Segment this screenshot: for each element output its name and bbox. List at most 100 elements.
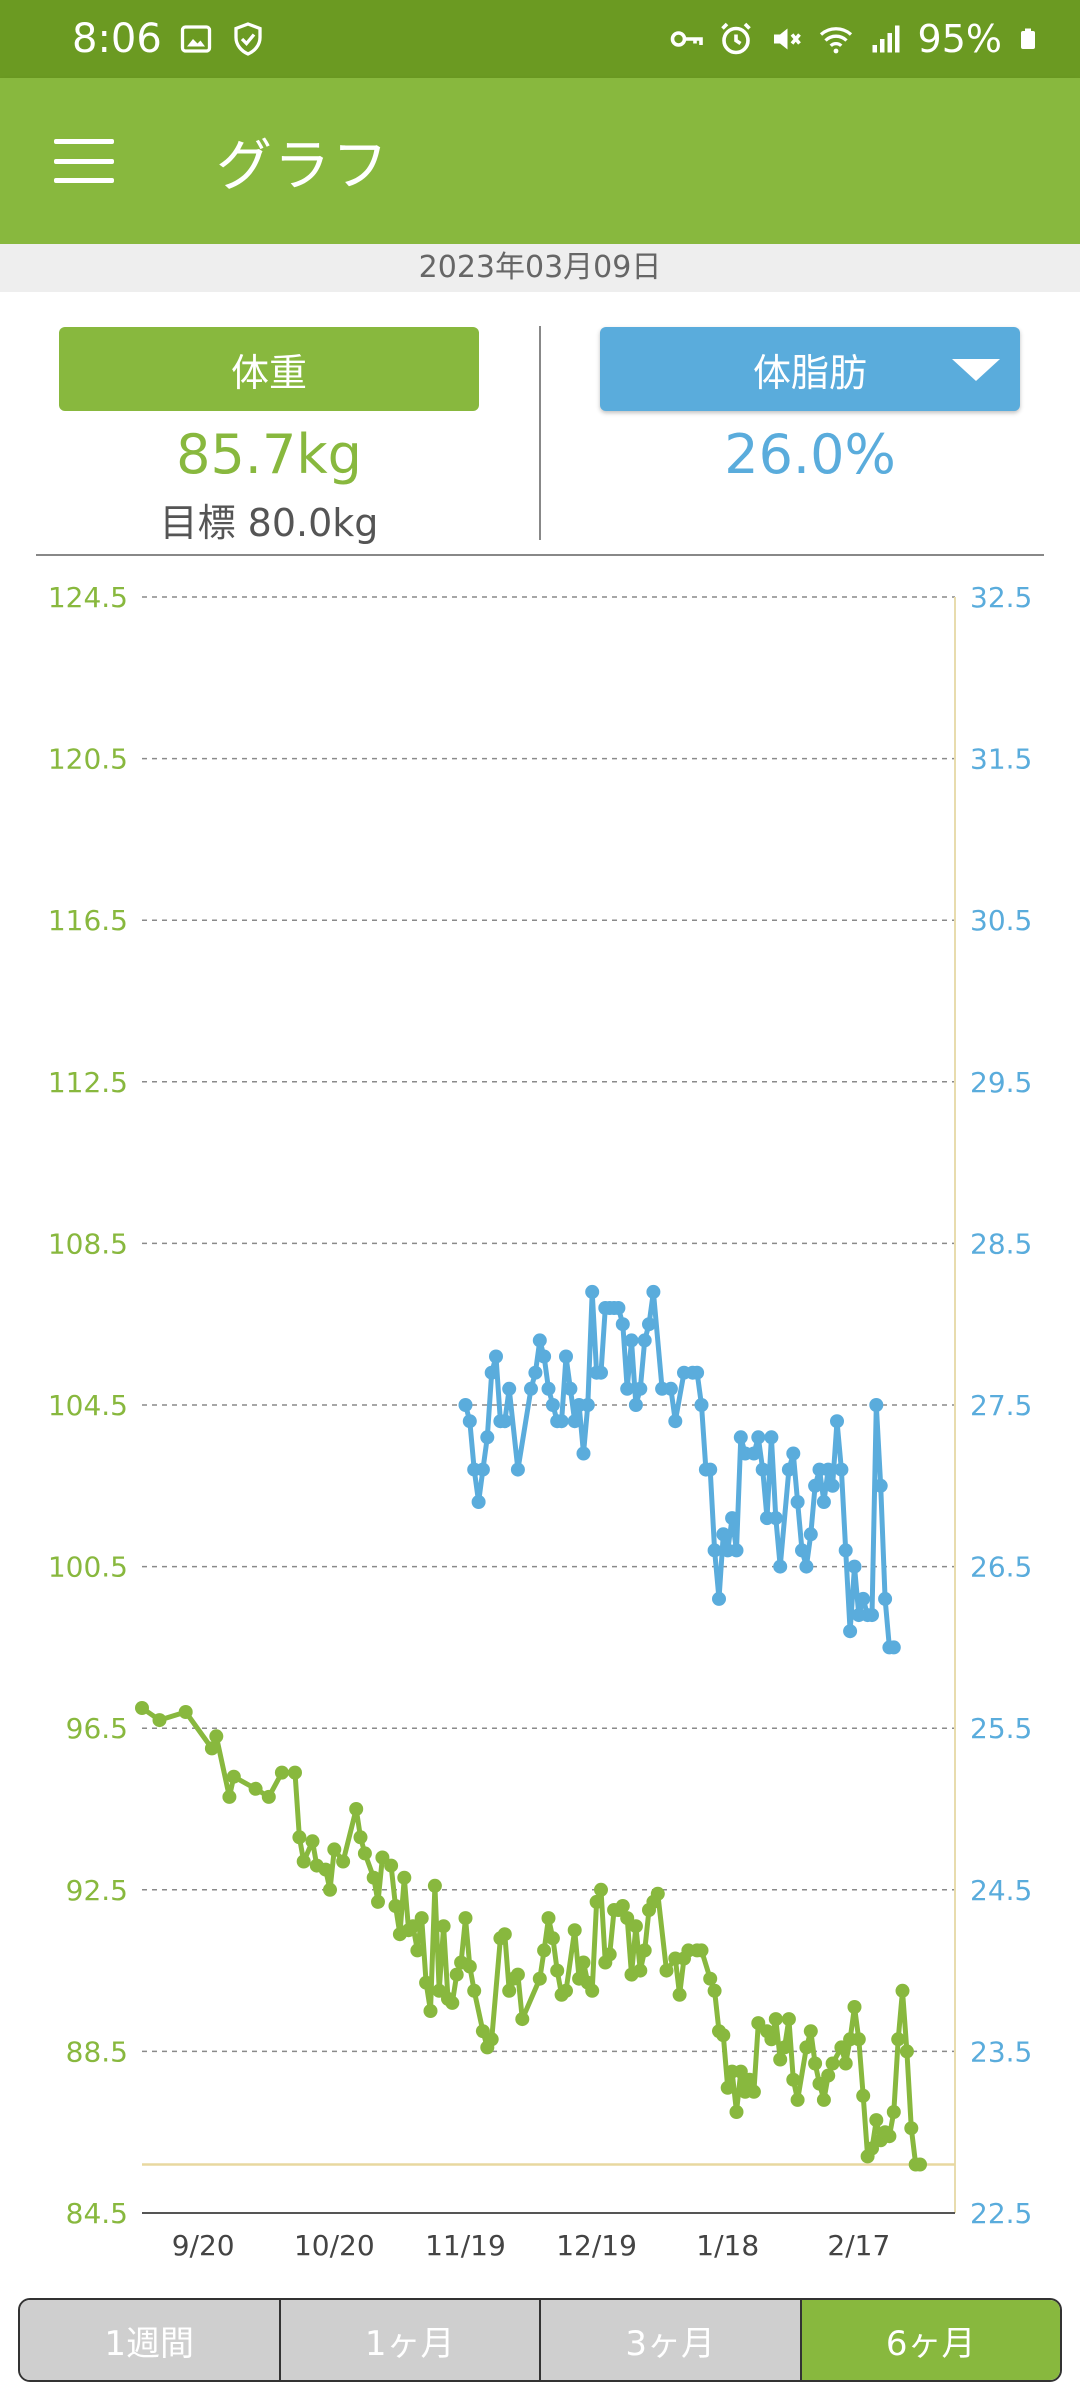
bodyfat-data-point xyxy=(545,1398,560,1412)
bodyfat-value: 26.0% xyxy=(724,423,896,486)
y-left-tick-label: 100.5 xyxy=(48,1551,128,1584)
y-right-tick-label: 30.5 xyxy=(970,904,1032,937)
bodyfat-data-point xyxy=(594,1365,608,1380)
wifi-icon xyxy=(819,27,852,54)
bodyfat-data-point xyxy=(865,1608,879,1623)
y-left-tick-label: 108.5 xyxy=(48,1227,128,1260)
bodyfat-data-point xyxy=(537,1349,552,1364)
weight-data-point xyxy=(904,2121,919,2136)
bodyfat-data-point xyxy=(480,1430,495,1445)
weight-data-point xyxy=(222,1789,237,1804)
weight-data-point xyxy=(825,2056,840,2071)
bodyfat-data-point xyxy=(585,1284,600,1299)
tab-6-months[interactable]: 6ヶ月 xyxy=(801,2300,1060,2380)
x-tick-label: 11/19 xyxy=(425,2229,506,2260)
weight-data-point xyxy=(746,2084,761,2099)
y-left-tick-label: 112.5 xyxy=(48,1066,128,1099)
page-title: グラフ xyxy=(216,133,390,199)
tab-1-week[interactable]: 1週間 xyxy=(20,2300,281,2380)
weight-data-point xyxy=(773,2052,788,2067)
weight-data-point xyxy=(886,2105,901,2119)
x-tick-label: 12/19 xyxy=(556,2229,637,2260)
weight-data-point xyxy=(545,1931,560,1946)
bodyfat-data-point xyxy=(502,1381,517,1396)
weight-data-point xyxy=(777,2040,792,2055)
weight-data-point xyxy=(152,1713,167,1728)
weight-data-point xyxy=(899,2044,914,2059)
weight-data-point xyxy=(856,2088,871,2103)
weight-data-point xyxy=(274,1765,289,1780)
bodyfat-panel: 体脂肪 26.0% xyxy=(600,327,1020,486)
bodyfat-data-point xyxy=(576,1446,591,1461)
bodyfat-data-point xyxy=(615,1317,630,1332)
weight-data-point xyxy=(292,1830,307,1845)
bodyfat-data-point xyxy=(808,1478,823,1493)
alarm-icon xyxy=(720,22,751,55)
bodyfat-data-point xyxy=(768,1511,783,1526)
y-left-tick-label: 84.5 xyxy=(66,2197,128,2230)
weight-data-point xyxy=(397,1870,412,1885)
weight-data-point xyxy=(458,1911,473,1926)
y-right-tick-label: 25.5 xyxy=(970,1712,1032,1745)
weight-data-point xyxy=(427,1878,442,1893)
weight-data-point xyxy=(288,1765,302,1780)
weight-data-point xyxy=(366,1870,381,1885)
weight-data-point xyxy=(432,1983,447,1998)
weight-data-point xyxy=(532,1971,547,1986)
x-tick-label: 9/20 xyxy=(172,2229,235,2260)
y-right-tick-label: 32.5 xyxy=(970,581,1032,614)
bodyfat-data-point xyxy=(856,1591,871,1606)
weight-data-point xyxy=(602,1947,617,1962)
weight-data-point xyxy=(550,1963,565,1978)
bodyfat-data-point xyxy=(795,1543,809,1558)
weight-data-point xyxy=(891,2032,906,2047)
weight-data-point xyxy=(502,1983,517,1998)
tab-3-months[interactable]: 3ヶ月 xyxy=(541,2300,802,2380)
weight-data-point xyxy=(414,1911,429,1926)
app-bar: グラフ xyxy=(0,78,1080,244)
weight-panel: 体重 85.7kg 目標 80.0kg xyxy=(59,327,479,547)
bodyfat-data-point xyxy=(843,1624,858,1639)
weight-data-point xyxy=(637,1943,652,1958)
bodyfat-data-point xyxy=(563,1381,578,1396)
weight-data-point xyxy=(248,1781,263,1796)
bodyfat-data-point xyxy=(528,1365,543,1380)
bodyfat-data-point xyxy=(532,1333,547,1348)
weight-data-point xyxy=(882,2129,897,2144)
bodyfat-dropdown[interactable]: 体脂肪 xyxy=(600,327,1020,411)
bodyfat-data-point xyxy=(475,1462,490,1477)
y-right-tick-label: 24.5 xyxy=(970,1874,1032,1907)
bodyfat-data-point xyxy=(620,1381,635,1396)
bodyfat-data-point xyxy=(458,1398,473,1412)
x-tick-label: 2/17 xyxy=(827,2229,890,2260)
dropdown-caret-icon xyxy=(952,359,1000,381)
weight-button[interactable]: 体重 xyxy=(59,327,479,411)
shield-check-icon xyxy=(234,22,262,56)
weight-data-point xyxy=(781,2012,796,2027)
bodyfat-data-point xyxy=(847,1559,862,1574)
weight-data-point xyxy=(816,2092,831,2107)
bodyfat-data-point xyxy=(624,1333,639,1348)
menu-icon[interactable] xyxy=(54,139,114,183)
y-left-tick-label: 92.5 xyxy=(66,1874,128,1907)
weight-data-point xyxy=(449,1967,464,1982)
bodyfat-data-point xyxy=(628,1398,643,1412)
weight-data-point xyxy=(336,1854,351,1869)
bodyfat-data-point xyxy=(524,1381,538,1396)
weight-data-point xyxy=(585,1983,600,1998)
summary-panel: 体重 85.7kg 目標 80.0kg 体脂肪 26.0% xyxy=(0,292,1080,556)
weight-data-point xyxy=(261,1789,276,1804)
status-bar: 8:06 95% xyxy=(0,0,1080,78)
status-time: 8:06 xyxy=(72,16,162,62)
bodyfat-data-point xyxy=(497,1414,512,1429)
y-right-tick-label: 28.5 xyxy=(970,1227,1032,1260)
weight-data-point xyxy=(895,1983,910,1998)
weight-data-point xyxy=(594,1882,608,1897)
weight-data-point xyxy=(178,1705,193,1719)
weight-data-point xyxy=(388,1899,403,1913)
bodyfat-data-point xyxy=(559,1349,573,1364)
weight-data-point xyxy=(327,1842,342,1857)
weight-data-point xyxy=(808,2056,823,2071)
tab-1-month[interactable]: 1ヶ月 xyxy=(280,2300,541,2380)
bodyfat-data-point xyxy=(821,1462,836,1477)
